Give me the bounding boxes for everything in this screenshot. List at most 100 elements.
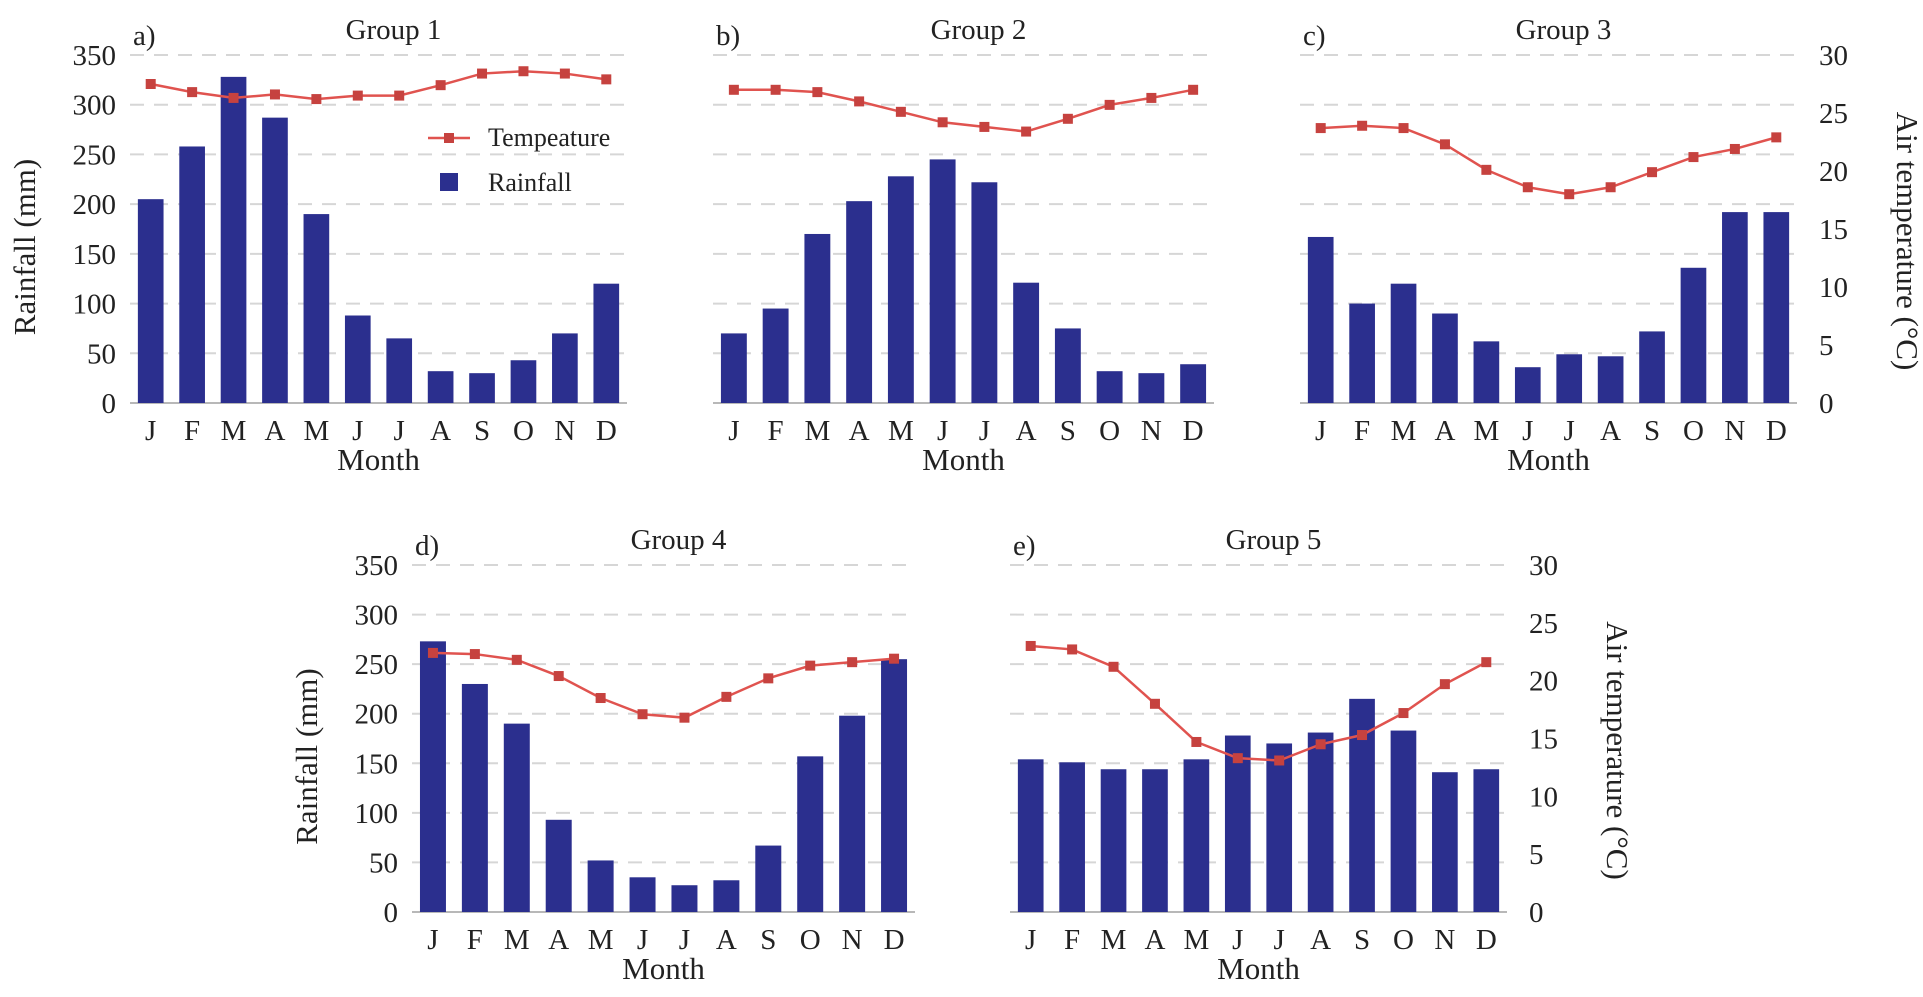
temperature-marker — [1191, 736, 1202, 747]
rainfall-bar — [1100, 769, 1127, 912]
rainfall-bar — [419, 641, 446, 912]
x-axis-title: Month — [622, 951, 705, 986]
month-tick-label: J — [427, 924, 438, 956]
temperature-marker — [805, 660, 816, 671]
rainfall-bar — [804, 233, 831, 403]
month-tick-label: J — [352, 415, 363, 447]
temperature-marker — [1522, 182, 1533, 193]
temperature-marker — [1439, 139, 1450, 150]
month-tick-label: J — [979, 415, 990, 447]
temperature-tick-label: 0 — [1529, 897, 1544, 929]
rainfall-tick-label: 250 — [73, 139, 117, 171]
month-tick-label: A — [264, 415, 285, 447]
x-axis-title: Month — [1217, 951, 1300, 986]
rainfall-bar — [1054, 328, 1081, 403]
temperature-marker — [1439, 679, 1450, 690]
rainfall-bar — [1432, 313, 1458, 403]
month-tick-label: M — [588, 924, 614, 956]
temperature-axis-title: Air temperature (°C) — [1890, 112, 1923, 371]
temperature-tick-label: 30 — [1529, 550, 1558, 582]
chart-title: Group 5 — [1226, 524, 1322, 556]
month-tick-label: D — [1766, 415, 1787, 447]
temperature-line — [432, 651, 895, 719]
chart-title: Group 4 — [631, 524, 727, 556]
month-tick-label: O — [513, 415, 534, 447]
rainfall-bar — [344, 315, 371, 403]
month-tick-label: D — [1183, 415, 1204, 447]
panel-label: b) — [716, 20, 740, 52]
temperature-marker — [518, 66, 529, 77]
rainfall-bar — [1390, 283, 1417, 403]
temperature-line — [1320, 124, 1777, 196]
temperature-tick-label: 20 — [1529, 666, 1558, 698]
month-tick-label: O — [1393, 924, 1414, 956]
rainfall-axis-title: Rainfall (mm) — [289, 668, 324, 844]
rainfall-bar — [1432, 772, 1458, 912]
month-tick-label: F — [768, 415, 784, 447]
temperature-marker — [601, 74, 612, 85]
temperature-marker — [269, 89, 280, 100]
rainfall-bar — [545, 819, 572, 912]
rainfall-bar — [303, 214, 330, 403]
rainfall-bar — [1763, 212, 1790, 403]
temperature-line — [1030, 644, 1487, 762]
panel-label: e) — [1013, 530, 1036, 562]
rainfall-bar — [1514, 367, 1541, 403]
temperature-marker — [1274, 755, 1285, 766]
month-tick-label: A — [1144, 924, 1165, 956]
rainfall-bar — [1224, 735, 1251, 912]
rainfall-bar — [971, 182, 998, 403]
month-tick-label: A — [1434, 415, 1455, 447]
temperature-marker — [1315, 739, 1326, 750]
rainfall-bar — [1180, 364, 1207, 403]
temperature-marker — [1232, 753, 1243, 764]
month-tick-label: N — [842, 924, 863, 956]
temperature-marker — [763, 673, 774, 684]
month-tick-label: S — [1354, 924, 1370, 956]
rainfall-bar — [461, 683, 488, 912]
temperature-marker — [1357, 120, 1368, 131]
rainfall-bar — [1680, 267, 1707, 403]
rainfall-bar — [1183, 759, 1210, 912]
rainfall-bar — [593, 283, 620, 403]
rainfall-bar — [262, 117, 288, 403]
legend-temperature-label: Tempeature — [488, 123, 610, 152]
month-tick-label: S — [760, 924, 776, 956]
temperature-tick-label: 5 — [1529, 839, 1544, 871]
temperature-marker — [1481, 657, 1492, 668]
month-tick-label: S — [1644, 415, 1660, 447]
temperature-marker — [847, 657, 858, 668]
month-tick-label: O — [800, 924, 821, 956]
month-tick-label: M — [303, 415, 329, 447]
month-tick-label: A — [430, 415, 451, 447]
temperature-marker — [1564, 189, 1575, 200]
temperature-tick-label: 10 — [1529, 781, 1558, 813]
rainfall-bar — [846, 201, 873, 403]
temperature-marker — [1688, 152, 1699, 163]
month-tick-label: S — [474, 415, 490, 447]
rainfall-bar — [427, 371, 454, 403]
rainfall-bar — [1556, 354, 1583, 403]
temperature-marker — [1398, 708, 1409, 719]
rainfall-bar — [1473, 769, 1500, 912]
temperature-marker — [1605, 182, 1616, 193]
rainfall-bar — [881, 659, 908, 912]
month-tick-label: F — [1064, 924, 1080, 956]
chart-title: Group 3 — [1516, 14, 1612, 46]
rainfall-bar — [839, 715, 866, 912]
rainfall-bar — [762, 308, 789, 403]
temperature-marker — [435, 80, 446, 91]
temperature-marker — [1315, 123, 1326, 134]
x-axis-title: Month — [922, 442, 1005, 477]
panel-label: d) — [415, 530, 439, 562]
x-axis-title: Month — [337, 442, 420, 477]
rainfall-tick-label: 150 — [355, 748, 399, 780]
temperature-marker — [145, 79, 156, 89]
month-tick-label: N — [1434, 924, 1455, 956]
temperature-marker — [1398, 123, 1409, 134]
rainfall-bar — [179, 146, 205, 403]
month-tick-label: N — [1724, 415, 1745, 447]
